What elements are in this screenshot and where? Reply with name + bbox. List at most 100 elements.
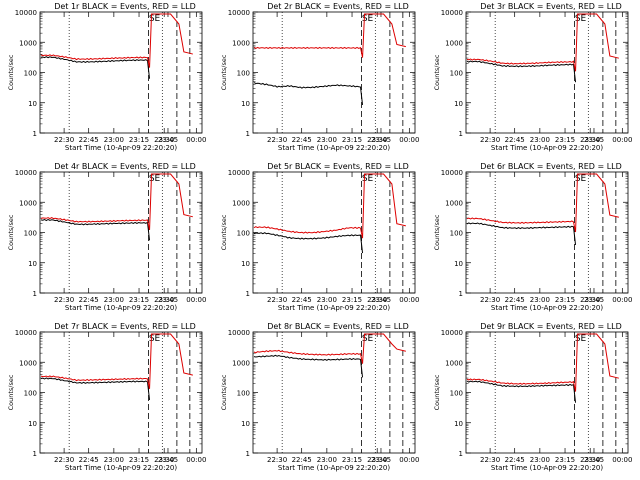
x-tick-label: 22:45 [505,456,525,464]
x-tick-label: 22:30 [267,456,287,464]
x-tick-label: 23:00 [317,296,337,304]
panel-title: Det 4r BLACK = Events, RED = LLD [54,162,196,171]
panel-det-9: Det 9r BLACK = Events, RED = LLD 1 10 100 10… [433,322,632,472]
se-marker: SE [575,174,587,184]
y-tick-label: 10 [28,420,37,428]
y-tick-label: 1 [459,450,463,458]
x-tick-label: 22:30 [267,296,287,304]
x-tick-label: 22:30 [54,296,74,304]
y-tick-label: 1000 [19,359,37,367]
x-tick-label: 23:30 [154,456,174,464]
x-tick-label: 23:00 [104,136,124,144]
y-tick-label: 1000 [445,39,463,47]
x-tick-label: 23:00 [530,136,550,144]
se-marker: SE [149,14,161,24]
x-tick-label: 23:30 [154,296,174,304]
x-tick-label: 23:45 [584,456,604,464]
y-tick-label: 10000 [15,169,37,177]
y-tick-label: 100 [24,70,37,78]
plot-frame [465,11,629,134]
se-marker: SE [149,174,161,184]
x-tick-label: 00:00 [612,296,632,304]
lld-series-line [40,13,193,68]
events-series-line [466,380,577,403]
y-tick-label: 10000 [228,9,250,17]
y-axis-label: Counts/sec [433,54,441,90]
events-series-line [40,56,151,79]
y-tick-label: 10000 [15,9,37,17]
panel-det-4: Det 4r BLACK = Events, RED = LLD 1 10 100 10… [7,162,206,312]
x-axis-label: Start Time (10-Apr-09 22:20:20) [278,144,390,152]
x-tick-label: 23:15 [129,296,149,304]
y-tick-label: 1 [459,130,463,138]
se-marker: SE [575,14,587,24]
plot-frame [465,331,629,454]
events-series-line [40,218,151,241]
y-tick-label: 10 [28,260,37,268]
x-tick-label: 23:00 [104,456,124,464]
x-tick-label: 23:45 [158,136,178,144]
y-tick-label: 10000 [15,329,37,337]
lld-series-line [253,173,406,239]
x-tick-label: 22:45 [79,296,99,304]
x-tick-label: 00:00 [399,456,419,464]
panel-title: Det 5r BLACK = Events, RED = LLD [267,162,409,171]
x-tick-label: 00:00 [186,456,206,464]
y-axis-label: Counts/sec [433,374,441,410]
plot-frame [252,171,416,294]
x-tick-label: 23:45 [371,136,391,144]
lld-series-line [40,173,193,231]
x-tick-label: 23:15 [129,136,149,144]
y-axis-label: Counts/sec [7,374,15,410]
y-tick-label: 1000 [232,199,250,207]
x-tick-label: 00:00 [399,136,419,144]
x-tick-label: 22:45 [292,456,312,464]
panel-det-7: Det 7r BLACK = Events, RED = LLD 1 10 100 10… [7,322,206,472]
x-tick-label: 22:30 [54,456,74,464]
panel-det-8: Det 8r BLACK = Events, RED = LLD 1 10 100 10… [220,322,419,472]
y-axis-label: Counts/sec [220,214,228,250]
x-axis-label: Start Time (10-Apr-09 22:20:20) [491,304,603,312]
x-tick-label: 23:30 [367,136,387,144]
y-tick-label: 1 [33,290,37,298]
se-marker: SE [362,14,374,24]
events-series-line [466,222,577,245]
panel-det-1: Det 1r BLACK = Events, RED = LLD 1 10 100 10… [7,2,206,152]
x-tick-label: 23:15 [555,456,575,464]
y-tick-label: 1 [246,450,250,458]
y-tick-label: 10 [241,420,250,428]
y-tick-label: 10000 [228,169,250,177]
events-series-line [253,232,364,254]
panel-det-2: Det 2r BLACK = Events, RED = LLD 1 10 100 10… [220,2,419,152]
x-tick-label: 23:30 [580,296,600,304]
y-tick-label: 100 [237,70,250,78]
x-tick-label: 23:15 [555,136,575,144]
y-tick-label: 100 [450,70,463,78]
lld-series-line [466,13,619,72]
x-tick-label: 22:30 [54,136,74,144]
x-tick-label: 23:30 [580,136,600,144]
lld-series-line [40,333,193,389]
y-tick-label: 10000 [441,329,463,337]
y-tick-label: 100 [237,390,250,398]
x-tick-label: 23:30 [580,456,600,464]
x-tick-label: 22:30 [480,456,500,464]
events-series-line [466,60,577,83]
lld-series-line [253,13,406,58]
panel-det-6: Det 6r BLACK = Events, RED = LLD 1 10 100 10… [433,162,632,312]
lld-series-line [253,333,406,364]
plot-frame [252,11,416,134]
panel-title: Det 8r BLACK = Events, RED = LLD [267,322,409,331]
y-tick-label: 10 [454,100,463,108]
x-tick-label: 22:30 [480,296,500,304]
x-tick-label: 23:00 [104,296,124,304]
x-tick-label: 00:00 [612,136,632,144]
y-tick-label: 100 [450,230,463,238]
x-tick-label: 23:15 [342,136,362,144]
se-marker: SE [149,334,161,344]
x-tick-label: 23:00 [530,296,550,304]
x-tick-label: 00:00 [186,136,206,144]
lld-series-line [466,173,619,233]
x-axis-label: Start Time (10-Apr-09 22:20:20) [65,144,177,152]
